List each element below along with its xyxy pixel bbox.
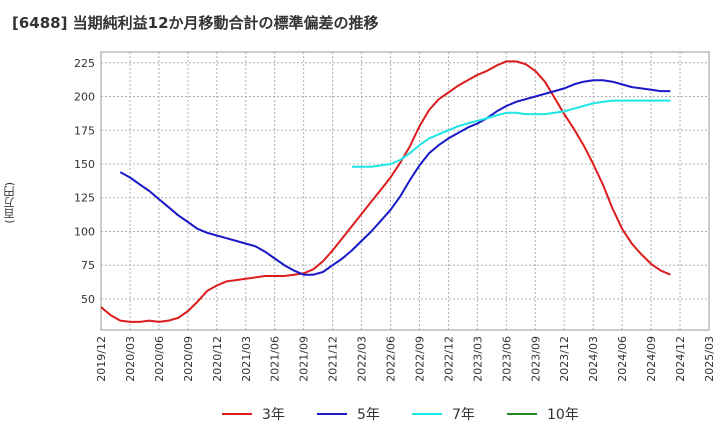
x-tick-label: 2023/06	[500, 336, 513, 382]
y-axis-ticks: 50 75 100 125 150 175 200 225	[74, 57, 95, 306]
series-lines	[100, 60, 671, 323]
x-tick-label: 2021/06	[269, 336, 282, 382]
y-tick-label: 225	[74, 57, 95, 70]
y-tick-label: 100	[74, 225, 95, 238]
x-tick-label: 2020/12	[211, 336, 224, 382]
x-tick-label: 2021/03	[240, 336, 253, 382]
x-tick-label: 2022/12	[442, 336, 455, 382]
x-tick-label: 2021/12	[327, 336, 340, 382]
x-tick-label: 2024/06	[616, 336, 629, 382]
legend-label: 7年	[452, 407, 475, 423]
x-tick-label: 2020/09	[182, 336, 195, 382]
plot-area	[100, 51, 710, 331]
series-line-2	[351, 99, 671, 168]
series-line-1	[119, 79, 671, 276]
legend-label: 5年	[357, 407, 380, 423]
x-tick-label: 2019/12	[95, 336, 108, 382]
x-tick-label: 2023/12	[558, 336, 571, 382]
y-tick-label: 200	[74, 91, 95, 104]
x-tick-label: 2020/06	[153, 336, 166, 382]
gridlines	[101, 52, 709, 330]
y-tick-label: 50	[81, 293, 95, 306]
series-line-0	[100, 60, 671, 323]
x-tick-label: 2024/03	[587, 336, 600, 382]
legend: 3年 5年 7年 10年	[222, 407, 579, 423]
y-tick-label: 150	[74, 158, 95, 171]
chart-title: [6488] 当期純利益12か月移動合計の標準偏差の推移	[12, 14, 379, 32]
legend-label: 10年	[547, 407, 579, 423]
x-tick-label: 2022/06	[385, 336, 398, 382]
x-tick-label: 2023/09	[529, 336, 542, 382]
x-tick-label: 2024/09	[645, 336, 658, 382]
x-tick-label: 2023/03	[471, 336, 484, 382]
x-tick-label: 2022/03	[356, 336, 369, 382]
legend-label: 3年	[262, 407, 285, 423]
x-tick-label: 2021/09	[298, 336, 311, 382]
x-tick-label: 2024/12	[674, 336, 687, 382]
y-tick-label: 75	[81, 259, 95, 272]
x-tick-label: 2020/03	[124, 336, 137, 382]
x-tick-label: 2022/09	[413, 336, 426, 382]
y-tick-label: 125	[74, 192, 95, 205]
y-tick-label: 175	[74, 124, 95, 137]
x-tick-label: 2025/03	[703, 336, 716, 382]
x-axis-ticks: 2019/12 2020/03 2020/06 2020/09 2020/12 2021/…	[95, 336, 716, 382]
